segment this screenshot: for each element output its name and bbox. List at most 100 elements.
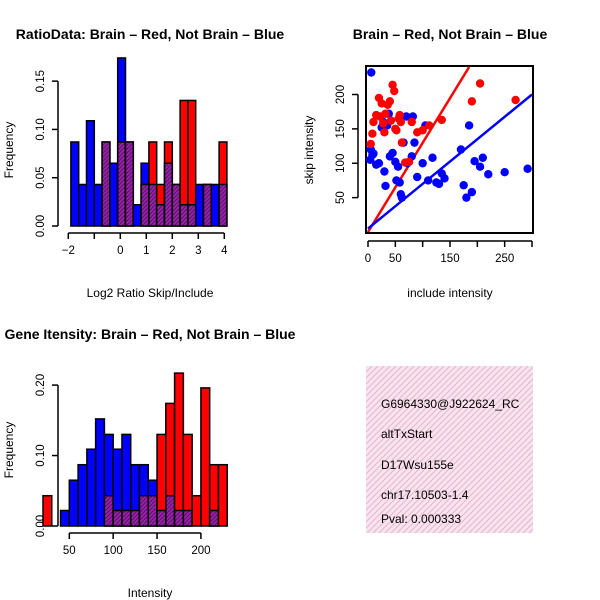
intensity-hist-y-tick-label: 0.10 bbox=[35, 444, 47, 466]
ratio-hist-bar-overlap bbox=[218, 183, 228, 227]
intensity-hist-title: Gene Itensity: Brain – Red, Not Brain – … bbox=[5, 326, 296, 342]
scatter-y-tick-label: 50 bbox=[335, 191, 347, 204]
intensity-hist-bar-overlap bbox=[165, 494, 176, 527]
info-locus: chr17.10503-1.4 bbox=[381, 488, 469, 502]
scatter-plot-box bbox=[365, 65, 534, 234]
ratio-hist-bar-overlap bbox=[116, 141, 127, 227]
scatter-point-brain bbox=[380, 128, 389, 137]
scatter-xlabel: include intensity bbox=[407, 286, 492, 300]
intensity-hist-bar-notbrain bbox=[94, 418, 106, 527]
scatter-y-tick-label: 100 bbox=[335, 154, 347, 173]
intensity-hist-bar-overlap bbox=[208, 509, 220, 527]
scatter-title: Brain – Red, Not Brain – Blue bbox=[353, 26, 548, 42]
ratio-hist-xlabel: Log2 Ratio Skip/Include bbox=[87, 286, 214, 300]
scatter-point-notbrain bbox=[523, 164, 532, 173]
scatter-point-brain bbox=[385, 97, 395, 106]
scatter-point-brain bbox=[390, 86, 399, 96]
intensity-hist-bar-overlap bbox=[147, 494, 158, 527]
scatter-axes: 0 50 150 250 50 100 150 200 bbox=[335, 85, 533, 265]
scatter-point-brain bbox=[395, 110, 404, 120]
info-panel-background bbox=[366, 366, 533, 533]
ratio-hist-y-tick-label: 0.15 bbox=[35, 70, 47, 92]
intensity-hist-bar-overlap bbox=[129, 509, 141, 527]
scatter-point-brain bbox=[386, 116, 396, 125]
scatter-point-notbrain bbox=[388, 148, 397, 158]
scatter-point-notbrain bbox=[374, 159, 384, 168]
scatter-point-brain bbox=[425, 121, 434, 130]
scatter-point-brain bbox=[366, 139, 375, 149]
scatter-y-tick-label: 150 bbox=[335, 119, 347, 138]
scatter-x-tick-label: 50 bbox=[389, 253, 402, 265]
ratio-hist-y-tick-label: 0.10 bbox=[35, 118, 47, 140]
intensity-hist-bar-notbrain bbox=[59, 509, 71, 527]
ratio-hist-bar-overlap bbox=[101, 141, 111, 227]
intensity-hist-bar-notbrain bbox=[86, 448, 97, 527]
scatter-point-notbrain bbox=[467, 187, 477, 197]
scatter-point-brain bbox=[467, 97, 477, 106]
scatter-point-notbrain bbox=[484, 170, 493, 179]
scatter-x-tick-label: 0 bbox=[365, 253, 371, 265]
intensity-hist-y-tick-label: 0.00 bbox=[35, 515, 47, 537]
scatter-point-notbrain bbox=[434, 179, 444, 189]
scatter-point-notbrain bbox=[475, 162, 485, 171]
ratio-hist-bar-overlap bbox=[148, 183, 158, 227]
scatter-fit-line-notbrain bbox=[367, 93, 533, 230]
scatter-points bbox=[365, 68, 532, 202]
scatter-point-notbrain bbox=[428, 153, 437, 162]
scatter-point-notbrain bbox=[393, 162, 403, 171]
ratio-hist-bar-notbrain bbox=[132, 204, 142, 227]
intensity-hist-x-tick-label: 50 bbox=[63, 545, 76, 557]
ratio-hist-bar-overlap bbox=[155, 204, 166, 227]
info-event-type: altTxStart bbox=[381, 427, 433, 441]
scatter-point-notbrain bbox=[423, 176, 433, 185]
scatter-point-notbrain bbox=[413, 172, 422, 182]
ratio-hist-y-tick-label: 0.00 bbox=[35, 215, 47, 237]
ratio-hist-bar-overlap bbox=[140, 183, 150, 227]
intensity-hist-bar-brain bbox=[173, 372, 185, 527]
scatter-point-notbrain bbox=[367, 68, 376, 77]
ratio-hist-x-tick-label: 0 bbox=[117, 245, 123, 257]
ratio-hist-bar-overlap bbox=[202, 183, 213, 227]
scatter-point-notbrain bbox=[500, 167, 509, 177]
ratio-hist-x-tick-label: 1 bbox=[143, 245, 149, 257]
scatter-point-notbrain bbox=[381, 181, 390, 191]
ratio-hist-y-tick-label: 0.05 bbox=[35, 167, 47, 189]
intensity-hist-x-tick-label: 100 bbox=[104, 545, 123, 557]
intensity-hist-ylabel: Frequency bbox=[2, 422, 16, 479]
intensity-hist-xlabel: Intensity bbox=[128, 586, 173, 600]
ratio-hist-bar-overlap bbox=[171, 183, 181, 227]
scatter-point-notbrain bbox=[440, 174, 449, 183]
scatter-point-brain bbox=[392, 126, 401, 135]
ratio-hist-axes: −2 0 1 2 3 4 0.00 0.05 0.10 0.15 bbox=[35, 70, 228, 257]
scatter-point-brain bbox=[437, 115, 446, 125]
ratio-hist-bar-notbrain bbox=[85, 119, 96, 227]
ratio-histogram: RatioData: Brain – Red, Not Brain – Blue… bbox=[2, 26, 284, 300]
intensity-hist-bar-notbrain bbox=[77, 463, 88, 527]
scatter-point-notbrain bbox=[470, 156, 479, 166]
intensity-hist-bar-brain bbox=[200, 387, 211, 527]
intensity-hist-x-tick-label: 200 bbox=[191, 545, 210, 557]
info-probe-id: G6964330@J922624_RC bbox=[381, 397, 520, 411]
scatter-point-notbrain bbox=[462, 193, 471, 202]
scatter-point-brain bbox=[407, 117, 416, 127]
scatter-x-tick-label: 250 bbox=[495, 253, 514, 265]
scatter-point-brain bbox=[475, 79, 485, 88]
ratio-hist-bar-notbrain bbox=[194, 183, 205, 227]
ratio-hist-bars bbox=[70, 57, 228, 227]
ratio-hist-bar-notbrain bbox=[93, 183, 103, 227]
scatter-point-brain bbox=[404, 157, 414, 167]
ratio-hist-x-tick-label: 4 bbox=[221, 245, 228, 257]
scatter-point-notbrain bbox=[478, 153, 487, 162]
scatter-point-notbrain bbox=[380, 167, 389, 176]
scatter-x-tick-label: 150 bbox=[440, 253, 459, 265]
intensity-hist-bar-brain bbox=[191, 494, 202, 527]
ratio-hist-bar-overlap bbox=[163, 162, 174, 227]
scatter-point-brain bbox=[368, 129, 377, 138]
intensity-hist-bar-overlap bbox=[138, 494, 150, 527]
intensity-hist-axes: 50 100 150 200 0.00 0.10 0.20 bbox=[35, 374, 211, 557]
scatter-point-notbrain bbox=[369, 149, 378, 158]
scatter-ylabel: skip intensity bbox=[302, 116, 316, 185]
info-gene-symbol: D17Wsu155e bbox=[381, 458, 454, 472]
ratio-hist-bar-notbrain bbox=[70, 141, 80, 227]
